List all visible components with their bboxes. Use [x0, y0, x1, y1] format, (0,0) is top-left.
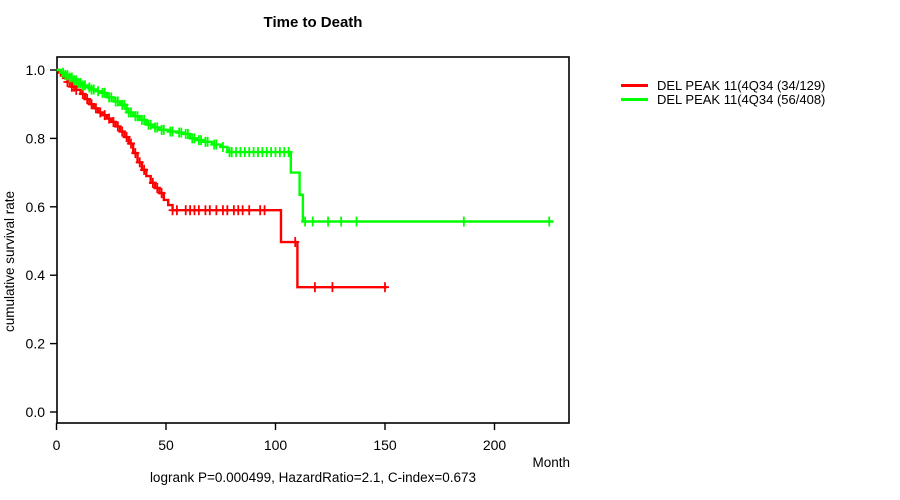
legend-item-green: DEL PEAK 11(4Q34 (56/408) [621, 93, 825, 106]
x-tick-label: 50 [158, 437, 174, 453]
y-tick-label: 0.4 [26, 267, 46, 283]
y-tick-label: 1.0 [26, 62, 46, 78]
x-tick-label: 0 [53, 437, 61, 453]
y-tick-label: 0.2 [26, 336, 46, 352]
y-tick-label: 0.0 [26, 404, 46, 420]
y-tick-label: 0.6 [26, 199, 46, 215]
survival-curve-red [56, 68, 388, 289]
x-tick-label: 150 [373, 437, 397, 453]
plot-border [56, 56, 570, 424]
y-tick-label: 0.8 [26, 130, 46, 146]
legend-label-red: DEL PEAK 11(4Q34 (34/129) [657, 78, 826, 93]
legend-label-green: DEL PEAK 11(4Q34 (56/408) [657, 92, 826, 107]
chart-title: Time to Death [263, 14, 363, 31]
x-tick-label: 200 [483, 437, 507, 453]
red-line-swatch [621, 84, 648, 87]
legend: DEL PEAK 11(4Q34 (34/129) DEL PEAK 11(4Q… [621, 79, 825, 107]
x-tick-label: 100 [264, 437, 288, 453]
footer-stats: logrank P=0.000499, HazardRatio=2.1, C-i… [149, 470, 477, 485]
x-axis-title: Month [532, 455, 570, 470]
legend-item-red: DEL PEAK 11(4Q34 (34/129) [621, 79, 825, 92]
green-line-swatch [621, 98, 648, 101]
